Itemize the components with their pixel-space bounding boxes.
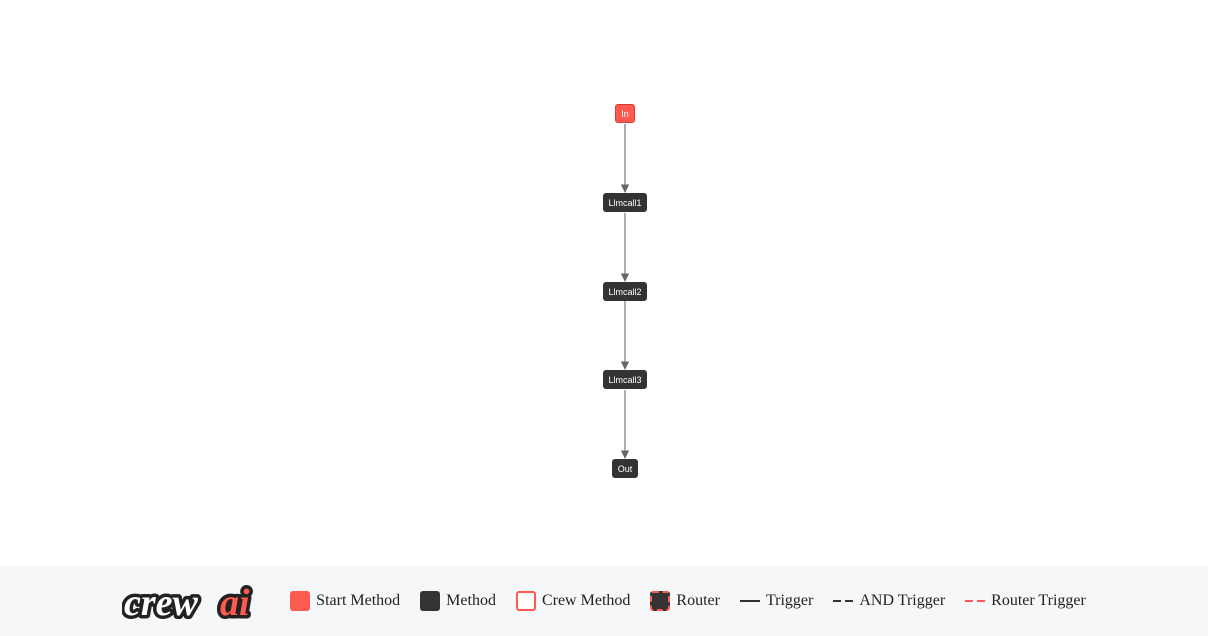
legend-label: Router [676,592,720,609]
legend-item-and-trigger: AND Trigger [833,592,945,610]
router-trigger-line-icon [965,600,986,602]
node-out[interactable]: Out [612,459,638,478]
crew-method-swatch-icon [515,591,536,611]
legend-label: Crew Method [541,592,631,609]
router-swatch-icon [650,591,671,611]
legend-item-router-trigger: Router Trigger [965,592,1086,610]
start-method-swatch-icon [290,591,311,611]
flow-canvas[interactable]: In Llmcall1 Llmcall2 Llmcall3 Out [0,0,1208,566]
node-llmcall1[interactable]: Llmcall1 [603,193,647,212]
svg-text:crew: crew [124,582,199,623]
legend-bar: crew crew ai ai Start Method Method Crew… [0,566,1208,636]
legend-label: Trigger [765,592,814,609]
legend-item-crew-method: Crew Method [515,591,631,611]
legend-item-start-method: Start Method [290,591,400,611]
and-trigger-line-icon [833,600,854,602]
svg-text:crew: crew [124,582,199,623]
trigger-line-icon [739,600,760,602]
legend-item-router: Router [650,591,720,611]
legend-item-method: Method [420,591,496,611]
svg-text:ai: ai [220,582,250,623]
node-in[interactable]: In [615,104,635,123]
node-llmcall3[interactable]: Llmcall3 [603,370,647,389]
legend-label: AND Trigger [859,592,946,609]
legend-label: Router Trigger [991,592,1086,609]
method-swatch-icon [420,591,441,611]
legend-label: Start Method [316,592,401,609]
legend-item-trigger: Trigger [739,592,814,610]
svg-text:ai: ai [220,582,250,623]
node-llmcall2[interactable]: Llmcall2 [603,282,647,301]
legend-label: Method [446,592,496,609]
crewai-logo-icon: crew crew ai ai [122,579,254,623]
flow-edges [620,124,630,459]
